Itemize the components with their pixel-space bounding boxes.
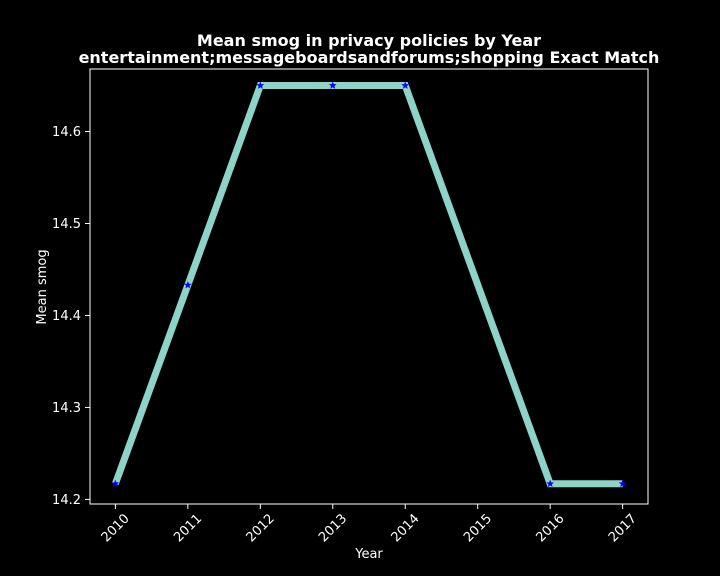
data-point-marker — [328, 81, 337, 89]
data-point-marker — [256, 81, 265, 89]
x-axis-label: Year — [354, 547, 383, 562]
y-axis-label: Mean smog — [35, 249, 50, 324]
chart-title-line-1: Mean smog in privacy policies by Year — [197, 31, 541, 50]
y-axis: 14.2 14.3 14.4 14.5 14.6 — [52, 125, 90, 508]
y-tick-label: 14.5 — [52, 217, 81, 232]
data-point-marker — [401, 81, 410, 89]
data-point-marker — [183, 280, 192, 289]
plot-area-frame — [89, 68, 649, 505]
y-tick-label: 14.4 — [52, 309, 81, 324]
data-point-marker — [546, 479, 555, 488]
data-point-marker — [618, 479, 627, 488]
y-tick-label: 14.2 — [52, 493, 81, 508]
data-point-marker — [111, 479, 120, 488]
series-layer — [111, 81, 627, 488]
chart-title-line-2: entertainment;messageboardsandforums;sho… — [79, 48, 660, 67]
y-tick-label: 14.6 — [52, 125, 81, 140]
y-tick-label: 14.3 — [52, 401, 81, 416]
